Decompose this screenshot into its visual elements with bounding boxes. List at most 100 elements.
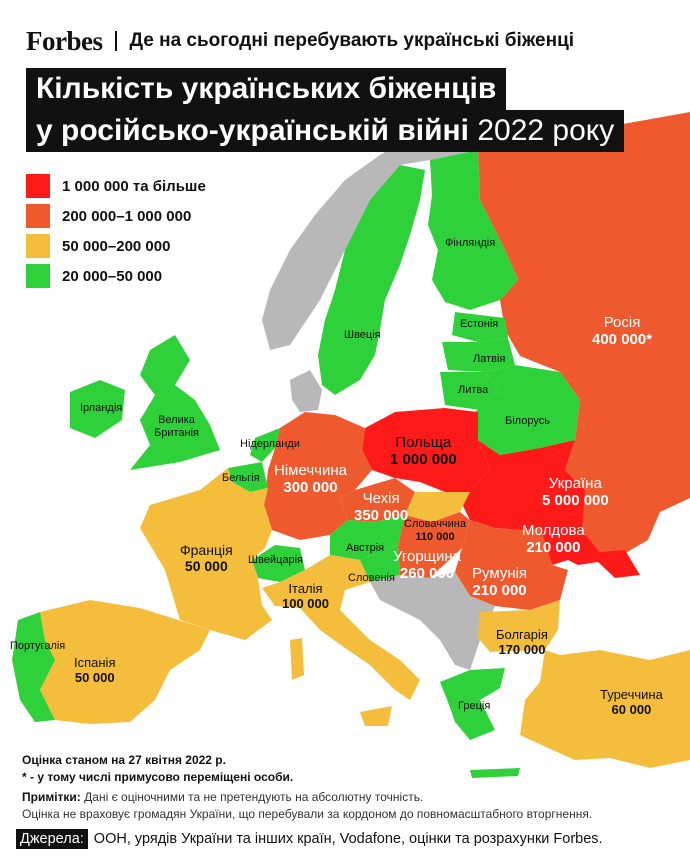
label-turkey-name: Туреччина — [600, 687, 663, 702]
turkey-region — [520, 650, 690, 768]
legend-item: 1 000 000 та більше — [26, 174, 206, 198]
belarus-region — [475, 365, 580, 455]
label-czechia-value: 350 000 — [354, 507, 409, 525]
sources-text: ООН, урядів України та інших країн, Voda… — [93, 831, 603, 847]
hungary-region — [398, 512, 470, 578]
norway-region — [262, 125, 500, 350]
sources-label: Джерела: — [16, 829, 88, 849]
latvia-region — [442, 338, 515, 372]
label-slovakia-value: 110 000 — [415, 530, 455, 543]
sources: Джерела: ООН, урядів України та інших кр… — [16, 826, 603, 852]
lithuania-region — [440, 372, 500, 410]
header-subtitle: Де на сьогодні перебувають українські бі… — [129, 30, 575, 51]
label-spain-name: Іспанія — [74, 655, 116, 670]
slovenia-region — [360, 545, 400, 582]
label-france: Франція 50 000 — [180, 542, 233, 574]
sweden-region — [318, 165, 425, 395]
legend-label: 200 000–1 000 000 — [62, 207, 192, 225]
note-date: Оцінка станом на 27 квітня 2022 р. — [22, 753, 226, 767]
header: Forbes Де на сьогодні перебувають україн… — [26, 26, 574, 56]
balkans-region — [370, 572, 495, 670]
legend-swatch-green — [26, 264, 50, 288]
legend-swatch-red — [26, 174, 50, 198]
label-belarus: Білорусь — [505, 415, 550, 427]
label-bulgaria-value: 170 000 — [498, 641, 546, 657]
label-czechia: Чехія 350 000 — [354, 490, 408, 525]
label-russia: Росія 400 000* — [592, 314, 652, 349]
label-moldova-name: Молдова — [522, 522, 585, 539]
italy-region — [262, 555, 420, 700]
note-remarks-text: Дані є оціночними та не претендують на а… — [84, 790, 424, 804]
label-uk-line2: Британія — [154, 426, 199, 439]
belgium-region — [228, 462, 268, 492]
label-spain: Іспанія 50 000 — [74, 655, 116, 686]
label-hungary-name: Угорщина — [393, 548, 462, 565]
label-bulgaria: Болгарія 170 000 — [496, 627, 548, 658]
title-line-1-text: Кількість українських біженців — [36, 72, 497, 105]
czechia-region — [340, 478, 415, 522]
label-portugal: Португалія — [10, 640, 66, 652]
label-greece: Греція — [458, 700, 491, 712]
label-austria: Австрія — [346, 542, 385, 554]
uk-region — [130, 335, 220, 470]
brand-logo: Forbes — [26, 25, 103, 56]
label-czechia-name: Чехія — [362, 490, 400, 507]
label-switzerland: Швейцарія — [248, 554, 303, 566]
estonia-region — [452, 312, 508, 342]
note-remarks: Примітки: Дані є оціночними та не претен… — [22, 789, 672, 806]
label-finland: Фінляндія — [445, 237, 496, 249]
label-belgium: Бельгія — [222, 472, 260, 484]
label-romania-name: Румунія — [472, 565, 528, 582]
legend-item: 200 000–1 000 000 — [26, 204, 206, 228]
title-line-1: Кількість українських біженців — [26, 68, 507, 110]
label-estonia: Естонія — [460, 318, 499, 330]
label-france-name: Франція — [180, 542, 233, 558]
ukraine-region — [460, 440, 640, 578]
label-spain-value: 50 000 — [74, 669, 115, 685]
label-slovakia-name: Словаччина — [404, 518, 466, 530]
label-moldova: Молдова 210 000 — [522, 522, 585, 557]
title-year: 2022 року — [477, 114, 615, 147]
legend-label: 50 000–200 000 — [62, 237, 171, 255]
finland-region — [428, 150, 518, 310]
label-romania-value: 210 000 — [472, 582, 527, 600]
label-italy: Італія 100 000 — [282, 581, 329, 612]
label-hungary-value: 260 000 — [399, 565, 455, 583]
note-remarks-label: Примітки: — [22, 790, 81, 804]
portugal-region — [12, 612, 55, 722]
germany-region — [264, 412, 372, 540]
france-region — [140, 468, 272, 640]
label-slovenia: Словенія — [348, 572, 395, 584]
label-france-value: 50 000 — [184, 558, 228, 575]
label-bulgaria-name: Болгарія — [496, 627, 548, 642]
poland-region — [362, 408, 490, 492]
spain-region — [40, 600, 210, 724]
label-russia-value: 400 000* — [592, 331, 653, 349]
label-ireland: Ірландія — [80, 402, 123, 414]
austria-region — [330, 515, 405, 560]
note-remarks-line2: Оцінка не враховує громадян України, що … — [22, 807, 593, 821]
ireland-region — [70, 380, 125, 438]
label-uk: Велика Британія — [154, 414, 199, 439]
label-turkey-value: 60 000 — [611, 701, 652, 717]
legend-swatch-orange — [26, 204, 50, 228]
label-ukraine: Україна 5 000 000 — [542, 475, 609, 510]
russia-region — [478, 112, 690, 555]
label-poland: Польща 1 000 000 — [390, 434, 457, 469]
legend-label: 1 000 000 та більше — [62, 177, 206, 195]
label-germany-name: Німеччина — [274, 462, 347, 479]
label-russia-name: Росія — [603, 314, 641, 331]
label-ukraine-name: Україна — [548, 475, 602, 492]
notes: Оцінка станом на 27 квітня 2022 р. * - у… — [22, 752, 672, 823]
label-latvia: Латвія — [473, 353, 506, 365]
denmark-region — [290, 370, 322, 412]
slovakia-region — [405, 492, 470, 522]
label-moldova-value: 210 000 — [526, 539, 581, 557]
label-turkey: Туреччина 60 000 — [600, 687, 663, 718]
greece-region — [440, 668, 505, 740]
legend-label: 20 000–50 000 — [62, 267, 163, 285]
legend-item: 20 000–50 000 — [26, 264, 206, 288]
label-sweden: Швеція — [344, 329, 381, 341]
moldova-region — [540, 528, 568, 565]
